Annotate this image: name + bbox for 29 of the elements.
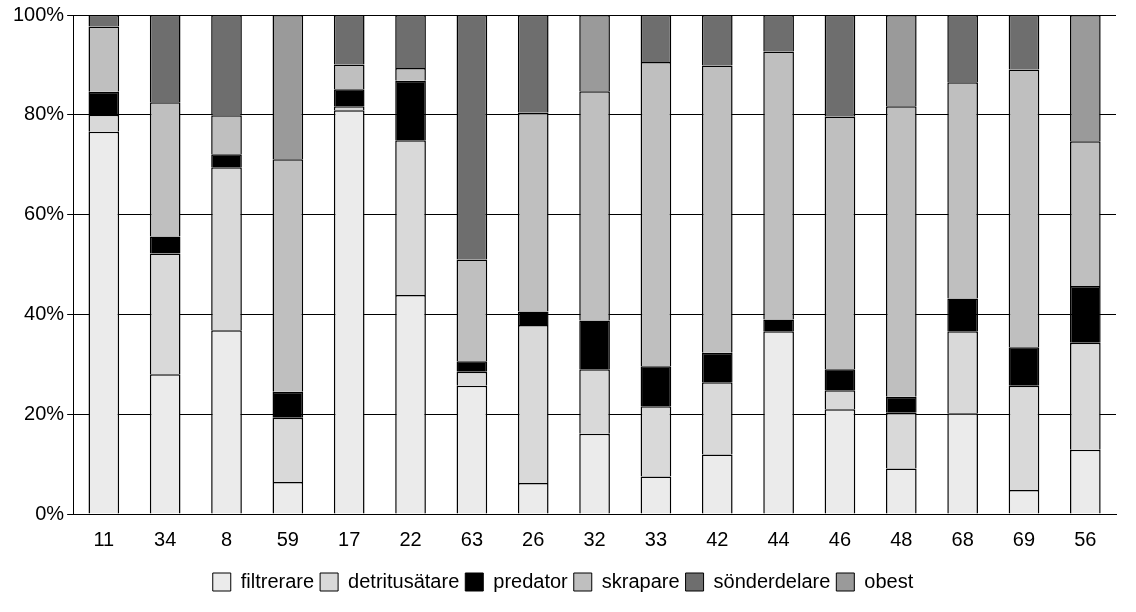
y-tick-label: 60%: [24, 202, 65, 225]
legend-label: predator: [493, 569, 569, 592]
x-tick-label: 34: [154, 527, 177, 550]
legend-label: skrapare: [601, 569, 680, 592]
x-tick-label: 8: [220, 527, 233, 550]
legend-label: detritusätare: [348, 569, 460, 592]
x-tick-label: 48: [890, 527, 913, 550]
x-tick-label: 56: [1074, 527, 1097, 550]
x-tick-label: 32: [583, 527, 606, 550]
x-tick-label: 59: [276, 527, 299, 550]
legend-label: filtrerare: [240, 569, 315, 592]
x-tick-label: 26: [522, 527, 545, 550]
x-tick-label: 46: [828, 527, 852, 550]
legend-label: obest: [864, 569, 914, 592]
x-tick-label: 11: [93, 527, 115, 550]
x-tick-label: 42: [706, 527, 729, 550]
x-tick-label: 17: [338, 527, 361, 550]
x-tick-label: 33: [644, 527, 668, 550]
y-tick-label: 20%: [24, 401, 65, 424]
x-tick-label: 63: [460, 527, 484, 550]
x-tick-label: 68: [951, 527, 974, 550]
y-tick-label: 40%: [24, 301, 65, 324]
legend-label: sönderdelare: [713, 569, 831, 592]
x-tick-label: 44: [767, 527, 790, 550]
y-tick-label: 0%: [35, 501, 65, 524]
x-tick-label: 22: [399, 527, 422, 550]
x-tick-label: 69: [1012, 527, 1036, 550]
y-tick-label: 80%: [24, 102, 65, 125]
y-tick-label: 100%: [13, 2, 65, 25]
